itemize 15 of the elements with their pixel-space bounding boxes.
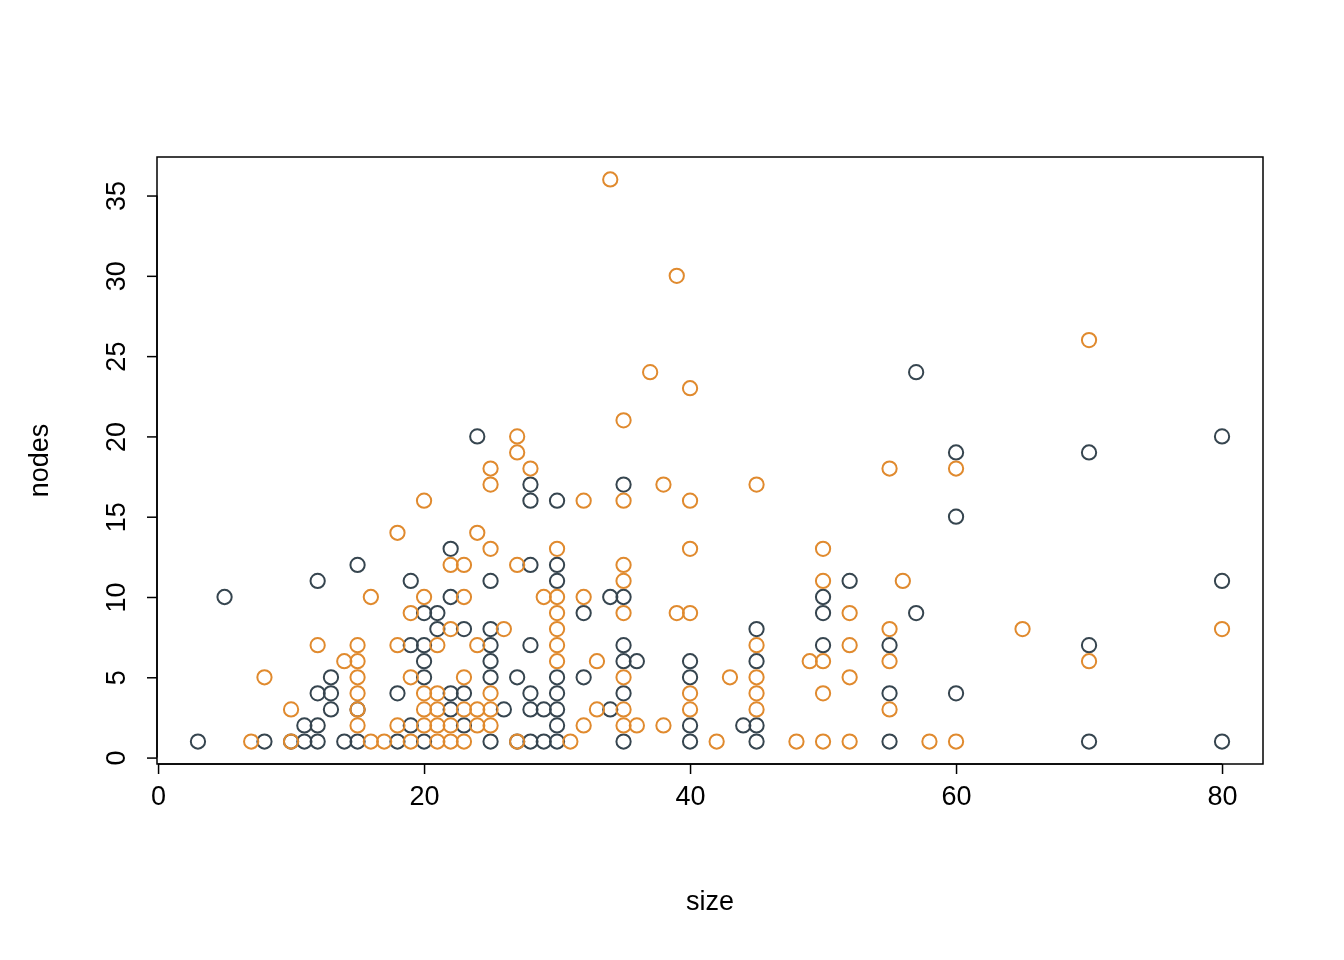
y-tick-label: 5 [101, 670, 131, 686]
y-tick-label: 20 [101, 421, 131, 452]
x-tick-label: 40 [675, 781, 706, 812]
y-tick-label: 35 [101, 181, 131, 212]
y-tick-label: 25 [101, 341, 131, 372]
y-tick-label: 10 [101, 582, 131, 613]
x-tick-label: 80 [1207, 781, 1238, 812]
y-tick-label: 0 [101, 750, 131, 766]
x-tick-label: 60 [941, 781, 972, 812]
y-axis-title: nodes [24, 423, 54, 498]
y-tick-label: 15 [101, 502, 131, 533]
x-tick-label: 20 [409, 781, 440, 812]
x-axis-title: size [685, 886, 735, 916]
y-tick-label: 30 [101, 261, 131, 292]
x-tick-label: 0 [151, 781, 167, 812]
